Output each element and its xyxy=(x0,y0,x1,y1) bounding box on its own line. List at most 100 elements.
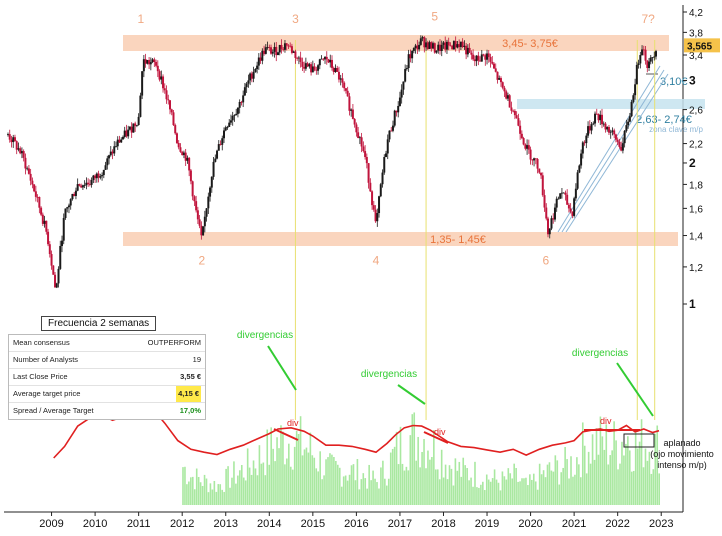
candle-body xyxy=(602,123,605,125)
candle-body xyxy=(261,50,264,61)
candle-body xyxy=(548,228,551,235)
candle-body xyxy=(20,151,23,154)
volume-bar xyxy=(203,474,206,505)
candle-body xyxy=(76,184,79,191)
candle-body xyxy=(243,87,246,96)
volume-bar xyxy=(240,465,243,505)
volume-bar xyxy=(246,448,249,505)
row-value: 3,55 € xyxy=(180,372,201,381)
volume-bar xyxy=(491,478,494,505)
volume-bar xyxy=(466,468,468,505)
candle-body xyxy=(278,44,281,53)
candle-body xyxy=(132,123,135,133)
candle-body xyxy=(451,45,454,50)
candle-body xyxy=(163,88,166,91)
volume-bar xyxy=(195,468,198,505)
volume-bar xyxy=(354,480,357,505)
volume-bar xyxy=(215,491,218,505)
volume-bar xyxy=(313,457,316,505)
volume-bar xyxy=(295,430,298,505)
candle-body xyxy=(506,95,509,99)
candle-body xyxy=(423,37,426,48)
candle-body xyxy=(480,54,483,62)
candle-body xyxy=(531,159,534,161)
candle-body xyxy=(646,60,649,69)
candle-body xyxy=(162,76,165,89)
candle-body xyxy=(223,130,225,139)
candle-body xyxy=(517,118,520,126)
volume-bar xyxy=(444,464,447,505)
candle-body xyxy=(116,139,119,147)
last-price-label: 3,565 xyxy=(687,41,712,52)
volume-bar xyxy=(366,488,369,505)
candle-body xyxy=(493,63,495,69)
volume-bar xyxy=(319,451,321,505)
candle-body xyxy=(381,172,384,185)
candle-body xyxy=(411,50,414,59)
volume-bar xyxy=(239,470,241,505)
volume-bar xyxy=(229,487,231,505)
volume-bar xyxy=(242,477,245,505)
candle-body xyxy=(350,109,353,111)
volume-bar xyxy=(619,463,621,505)
candle-body xyxy=(393,110,396,126)
volume-bar xyxy=(337,464,339,505)
candle-body xyxy=(158,71,161,80)
candle-body xyxy=(83,185,86,186)
candle-body xyxy=(463,45,466,47)
candle-body xyxy=(482,54,485,56)
candle-body xyxy=(599,114,602,121)
candle-body xyxy=(196,210,199,220)
wave-point-label: 2 xyxy=(198,254,205,268)
candle-body xyxy=(550,218,553,229)
candle-body xyxy=(621,143,624,151)
candle-body xyxy=(282,48,285,50)
row-value: 17,0% xyxy=(179,406,201,415)
candle-body xyxy=(515,115,518,119)
volume-bar xyxy=(652,469,655,505)
volume-bar xyxy=(646,460,649,505)
candle-body xyxy=(545,207,548,219)
volume-bar xyxy=(601,436,604,505)
volume-bar xyxy=(362,473,365,505)
wave-point-label: 4 xyxy=(373,254,380,268)
volume-bar xyxy=(190,477,192,505)
volume-bar xyxy=(532,473,535,505)
candle-body xyxy=(144,59,147,64)
volume-bar xyxy=(233,461,235,505)
x-tick-label: 2011 xyxy=(127,518,151,530)
candle-body xyxy=(97,173,100,178)
x-tick-label: 2022 xyxy=(605,518,629,530)
volume-bar xyxy=(333,457,335,505)
candle-body xyxy=(186,157,189,161)
volume-bar xyxy=(627,436,629,505)
volume-bar xyxy=(589,463,592,505)
candle-body xyxy=(128,126,131,130)
volume-bar xyxy=(421,451,423,505)
candle-body xyxy=(12,137,15,143)
volume-bar xyxy=(423,439,425,505)
volume-bar xyxy=(580,477,582,505)
candle-body xyxy=(391,125,394,131)
volume-bar xyxy=(338,467,341,505)
volume-bar xyxy=(227,466,229,505)
candle-body xyxy=(458,44,461,48)
candle-body xyxy=(149,62,152,65)
volume-bar xyxy=(456,470,459,505)
volume-bar xyxy=(448,465,451,505)
volume-bar xyxy=(184,466,186,505)
candle-body xyxy=(26,168,29,170)
candle-body xyxy=(412,48,415,51)
candle-body xyxy=(576,172,579,189)
candle-body xyxy=(628,116,631,122)
candle-body xyxy=(317,65,320,71)
volume-bar xyxy=(393,446,396,505)
volume-bar xyxy=(446,479,449,505)
volume-bar xyxy=(303,449,306,505)
x-tick-label: 2012 xyxy=(170,518,194,530)
candle-body xyxy=(635,65,638,85)
table-row: Last Close Price 3,55 € xyxy=(9,369,205,386)
volume-bar xyxy=(342,476,345,505)
volume-bar xyxy=(436,469,439,505)
volume-bar xyxy=(266,429,269,505)
